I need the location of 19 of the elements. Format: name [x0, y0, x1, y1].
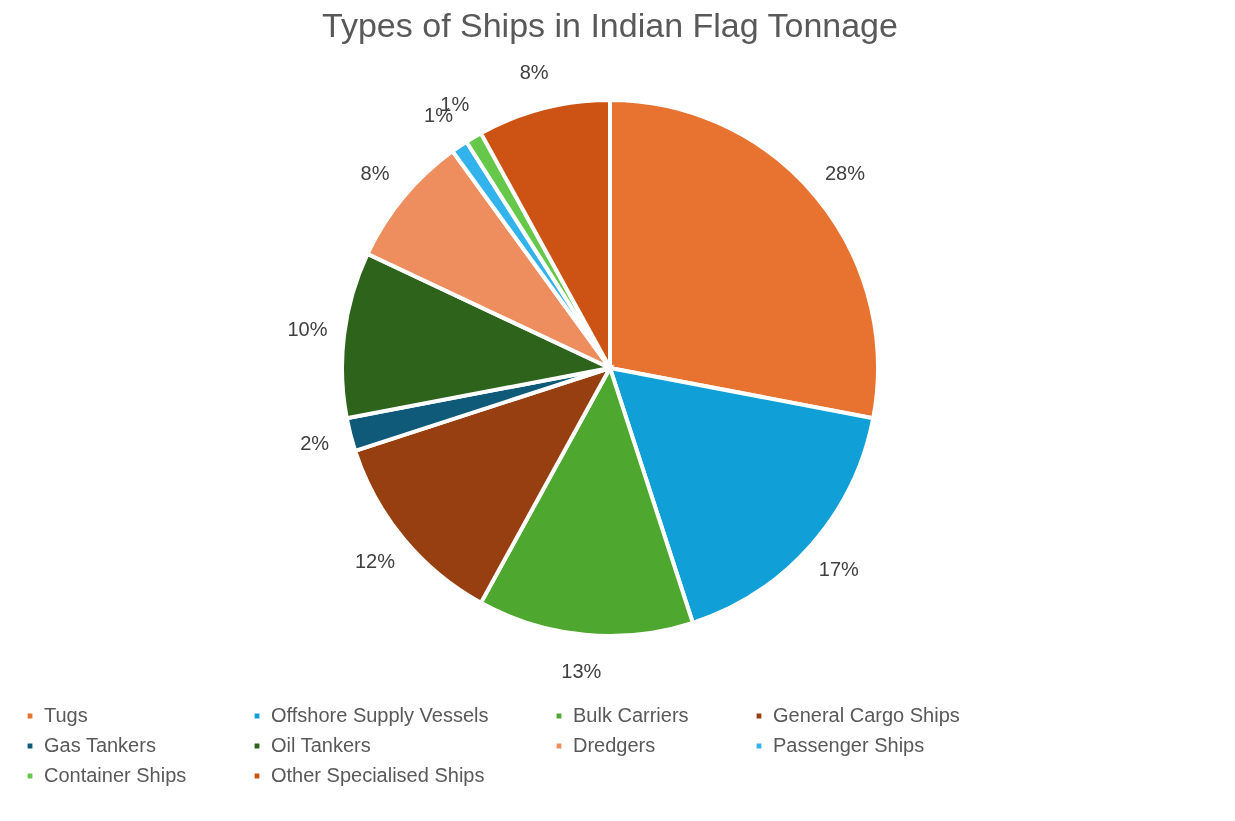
- legend-label: Tugs: [44, 704, 88, 726]
- legend-label: Passenger Ships: [773, 734, 925, 756]
- legend-label: Other Specialised Ships: [271, 764, 485, 786]
- data-label: 28%: [824, 161, 866, 184]
- legend-label: Dredgers: [573, 734, 656, 756]
- data-label: 17%: [818, 557, 860, 580]
- legend-label: Offshore Supply Vessels: [271, 704, 489, 726]
- data-label: 8%: [360, 161, 390, 184]
- legend-label: Container Ships: [44, 764, 187, 786]
- data-label: 12%: [354, 550, 396, 573]
- data-label: 10%: [287, 317, 328, 340]
- data-label: 13%: [561, 659, 602, 682]
- data-label: 2%: [300, 431, 330, 454]
- legend-label: General Cargo Ships: [773, 704, 960, 726]
- legend-label: Oil Tankers: [271, 734, 371, 756]
- legend-label: Gas Tankers: [44, 734, 156, 756]
- chart-title: Types of Ships in Indian Flag Tonnage: [322, 6, 898, 44]
- legend-label: Bulk Carriers: [573, 704, 689, 726]
- data-label: 8%: [519, 60, 549, 83]
